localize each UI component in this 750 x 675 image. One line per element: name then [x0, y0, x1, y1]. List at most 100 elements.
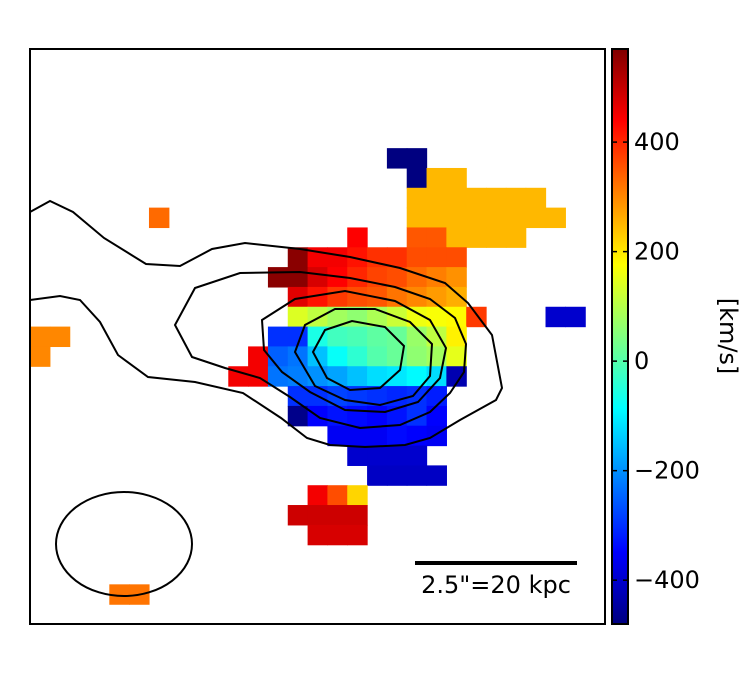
contour-layer: [30, 199, 504, 449]
velocity-pixel: [386, 326, 408, 348]
velocity-pixel: [347, 445, 368, 466]
velocity-pixel: [525, 187, 547, 209]
velocity-pixel: [347, 286, 368, 308]
velocity-pixel: [327, 346, 348, 367]
velocity-pixel: [386, 148, 408, 169]
colorbar-tick-label: 400: [634, 128, 680, 156]
velocity-pixel: [367, 405, 388, 427]
contour-outer: [30, 199, 504, 449]
velocity-pixel: [406, 366, 428, 387]
velocity-pixel: [406, 405, 428, 427]
velocity-pixel: [367, 366, 388, 387]
velocity-pixel: [466, 207, 487, 229]
velocity-pixel: [307, 505, 329, 526]
velocity-pixel: [406, 187, 428, 209]
velocity-pixel: [406, 386, 428, 407]
velocity-pixel: [327, 286, 348, 308]
velocity-pixel: [307, 485, 329, 506]
velocity-pixel: [446, 247, 467, 268]
velocity-pixel: [367, 445, 388, 466]
colorbar-tick-label: −200: [634, 457, 700, 485]
contour-inner: [311, 319, 406, 392]
velocity-pixel: [327, 247, 348, 268]
velocity-pixel: [49, 326, 71, 348]
velocity-pixel: [248, 346, 269, 367]
velocity-pixel: [267, 366, 289, 387]
velocity-pixels: [30, 148, 586, 605]
velocity-pixel: [347, 485, 368, 506]
colorbar-tick-label: −400: [634, 566, 700, 594]
velocity-pixel: [545, 207, 566, 229]
velocity-pixel: [367, 465, 388, 486]
velocity-pixel: [426, 207, 447, 229]
velocity-pixel: [307, 366, 329, 387]
velocity-pixel: [426, 227, 447, 248]
colorbar: 400 200 0 −200 −400 [km/s]: [611, 48, 742, 625]
colorbar-gradient: [612, 49, 628, 624]
velocity-pixel: [446, 306, 467, 328]
velocity-pixel: [307, 346, 329, 367]
velocity-pixel: [307, 326, 329, 348]
velocity-pixel: [426, 187, 447, 209]
velocity-pixel: [406, 148, 428, 169]
velocity-pixel: [486, 187, 507, 209]
velocity-pixel: [525, 207, 547, 229]
velocity-pixel: [446, 167, 467, 189]
velocity-pixel: [466, 187, 487, 209]
velocity-pixel: [267, 326, 289, 348]
velocity-pixel: [307, 286, 329, 308]
velocity-pixel: [248, 366, 269, 387]
velocity-pixel: [347, 227, 368, 248]
map-panel: 2.5"=20 kpc: [29, 48, 606, 625]
velocity-pixel: [446, 346, 467, 367]
velocity-pixel: [327, 524, 348, 546]
velocity-pixel: [565, 306, 586, 328]
velocity-pixel: [386, 366, 408, 387]
velocity-pixel: [267, 346, 289, 367]
colorbar-label: [km/s]: [714, 298, 742, 375]
velocity-pixel: [367, 346, 388, 367]
velocity-pixel: [486, 207, 507, 229]
colorbar-frame: [611, 48, 629, 625]
velocity-pixel: [386, 425, 408, 447]
velocity-pixel: [446, 286, 467, 308]
colorbar-tick-label: 0: [634, 347, 649, 375]
velocity-pixel: [287, 247, 309, 268]
velocity-pixel: [347, 346, 368, 367]
velocity-pixel: [505, 187, 527, 209]
velocity-pixel: [406, 167, 428, 189]
velocity-pixel: [446, 366, 467, 387]
velocity-pixel: [367, 326, 388, 348]
velocity-pixel: [307, 524, 329, 546]
velocity-pixel: [287, 306, 309, 328]
velocity-pixel: [287, 386, 309, 407]
velocity-pixel: [367, 425, 388, 447]
velocity-pixel: [386, 445, 408, 466]
contour-2: [173, 270, 468, 430]
velocity-pixel: [327, 425, 348, 447]
velocity-pixel: [327, 326, 348, 348]
contour-3: [260, 289, 448, 414]
velocity-pixel: [545, 306, 566, 328]
velocity-pixel: [406, 267, 428, 288]
velocity-pixel: [347, 326, 368, 348]
velocity-pixel: [505, 207, 527, 229]
velocity-pixel: [446, 207, 467, 229]
scale-bar: 2.5"=20 kpc: [415, 561, 577, 599]
velocity-pixel: [327, 485, 348, 506]
velocity-pixel: [367, 386, 388, 407]
velocity-pixel: [426, 405, 447, 427]
velocity-pixel: [446, 187, 467, 209]
velocity-pixel: [148, 207, 170, 229]
velocity-pixel: [406, 465, 428, 486]
velocity-pixel: [287, 405, 309, 427]
velocity-pixel: [347, 505, 368, 526]
scale-bar-label: 2.5"=20 kpc: [421, 571, 571, 599]
velocity-pixel: [287, 505, 309, 526]
velocity-pixel: [347, 366, 368, 387]
velocity-pixel: [386, 247, 408, 268]
velocity-pixel: [287, 267, 309, 288]
map-frame: [29, 48, 606, 625]
velocity-pixel: [30, 326, 51, 348]
velocity-pixel: [446, 227, 467, 248]
